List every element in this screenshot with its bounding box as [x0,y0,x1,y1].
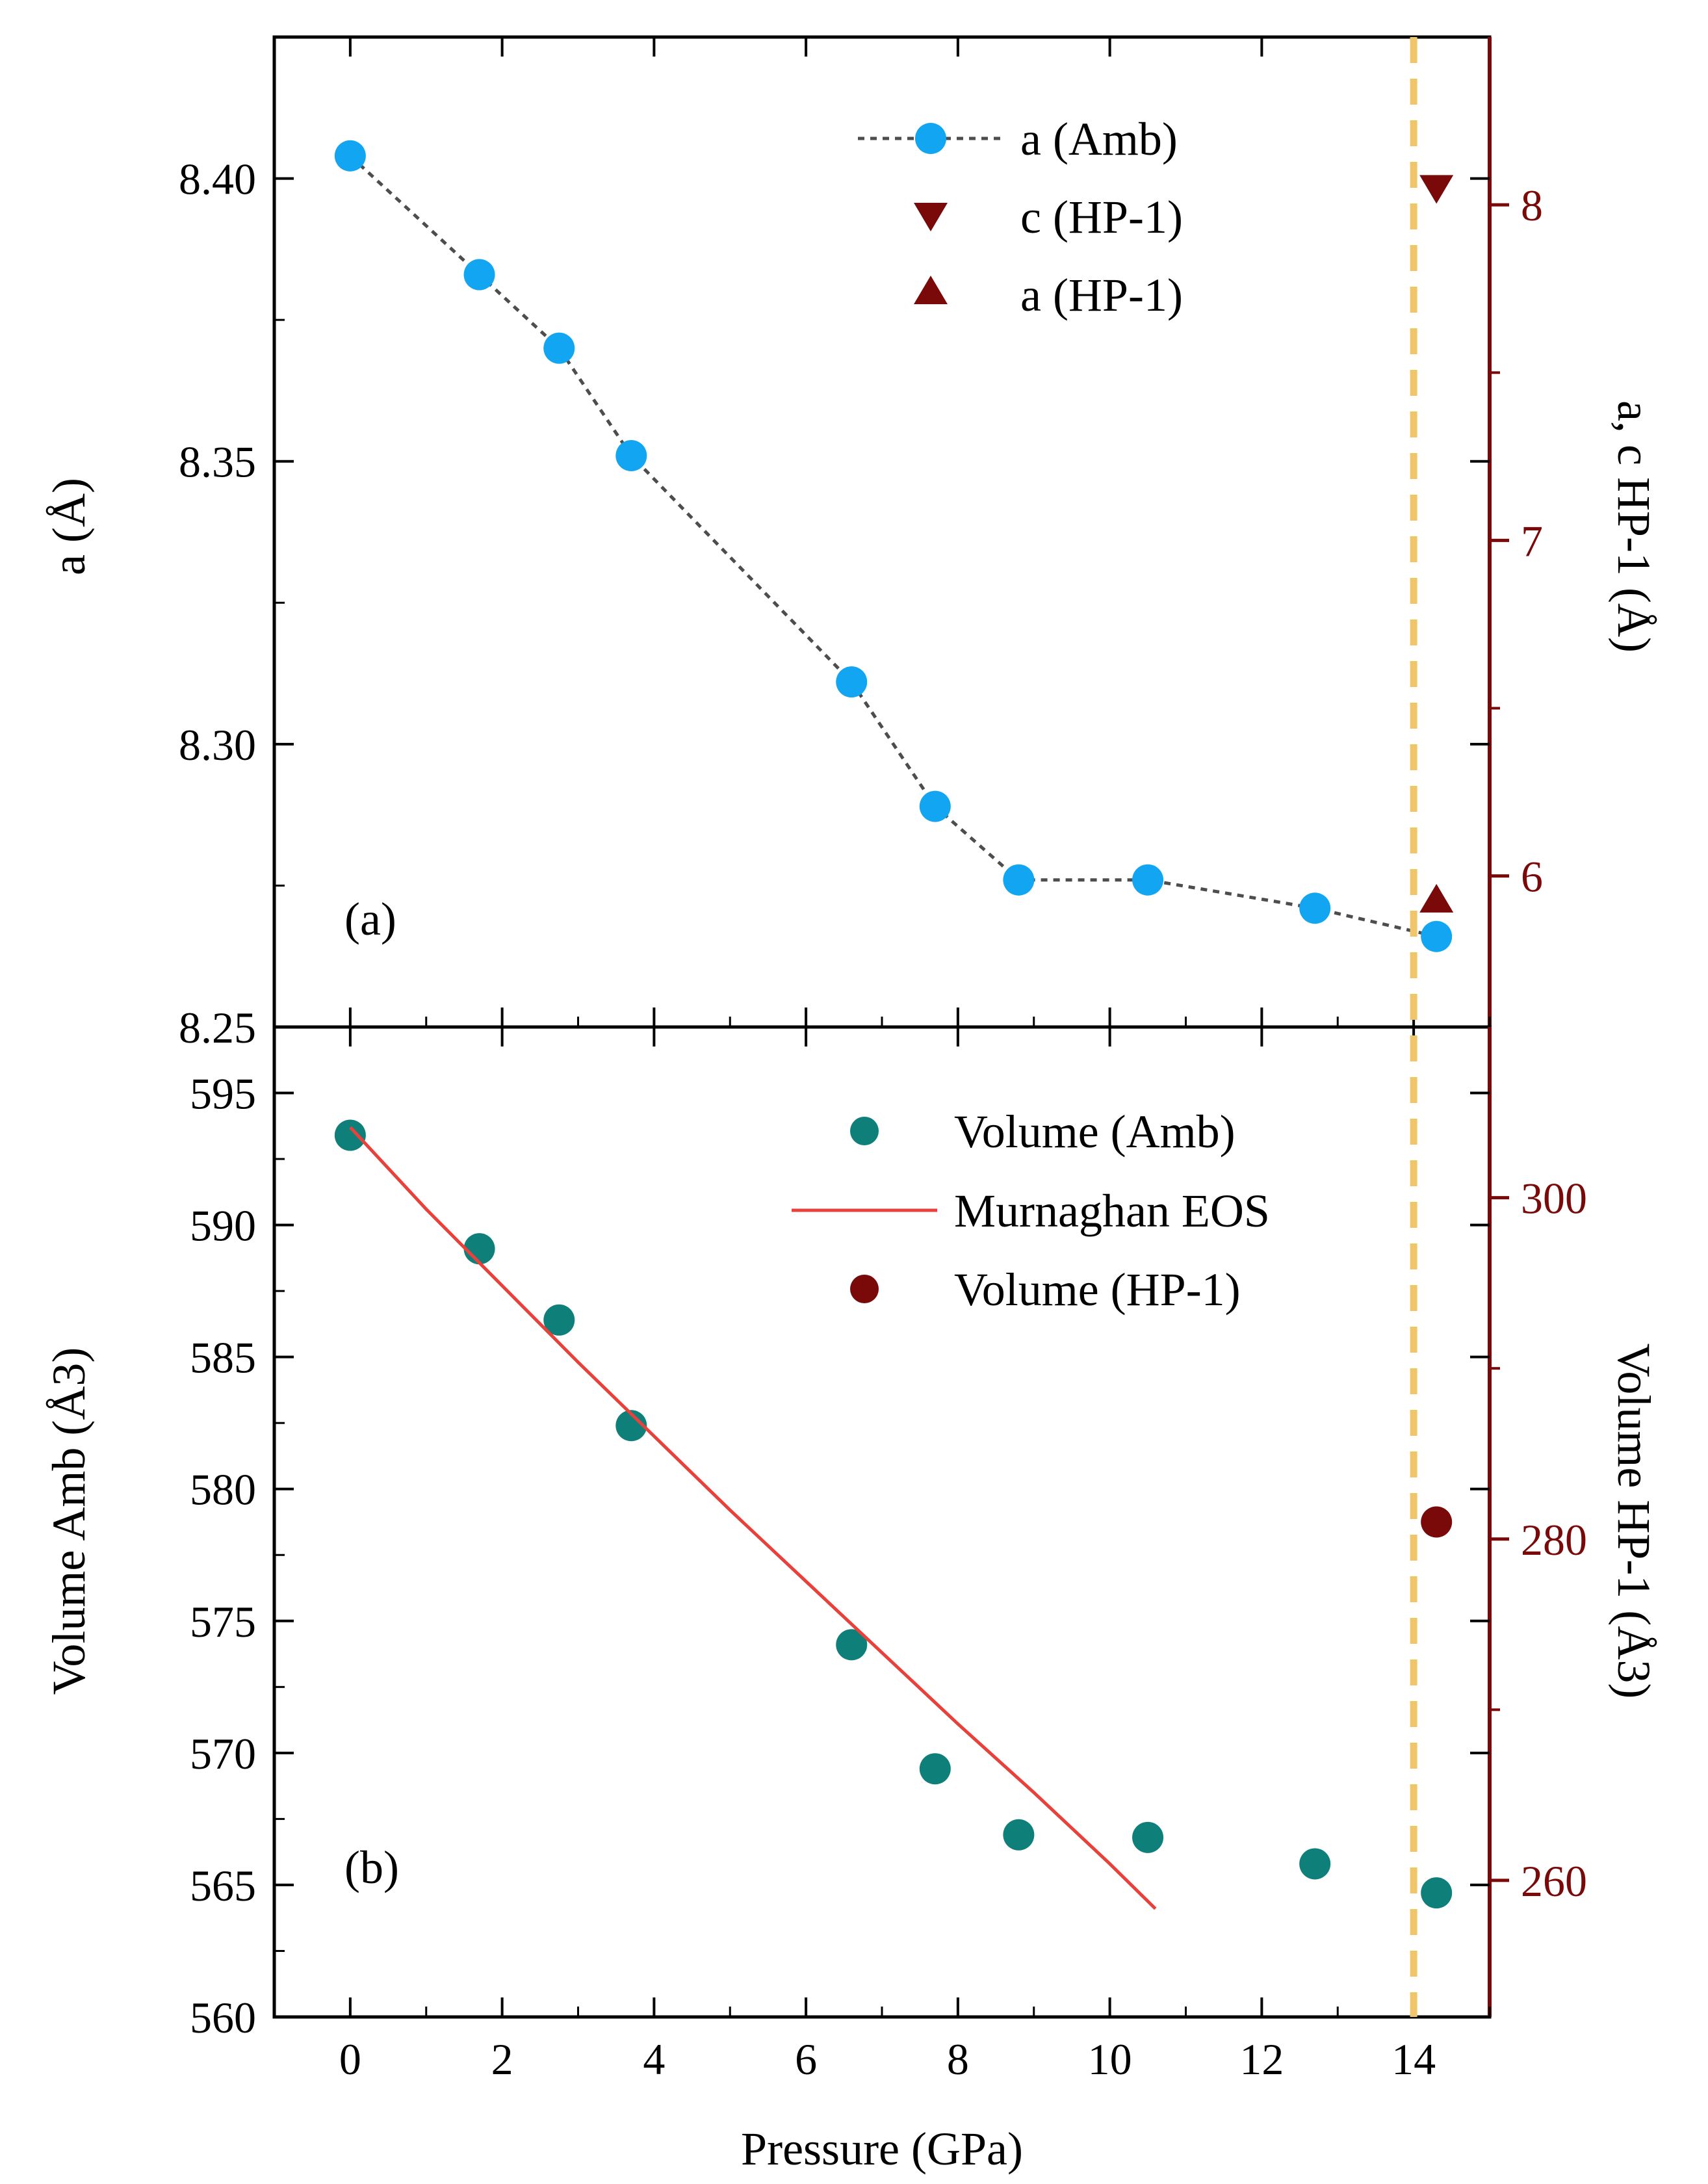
panel-b: 0 2 4 6 8 10 12 14 560 565 570 575 580 585 590 595 260… [43,1025,1660,2084]
data-point-c-hp-1 [1419,175,1454,204]
y-tick-label: 8.40 [179,155,256,204]
x-tick-label: 0 [339,2034,361,2084]
panel-a-series [334,140,1454,952]
data-point-a-amb [543,332,575,364]
data-point-a-amb [836,666,868,698]
panel-b-label: (b) [344,1841,399,1893]
x-tick-label: 14 [1391,2034,1436,2084]
data-point-volume-amb [334,1119,366,1151]
data-point-a-hp-1 [1419,883,1454,913]
data-point-a-amb [1132,864,1164,896]
data-point-a-amb [919,790,951,822]
y-tick-label: 570 [190,1729,256,1778]
panel-b-x-ticks: 0 2 4 6 8 10 12 14 [273,1027,1491,2084]
data-point-a-amb [334,140,366,172]
panel-a-frame [272,35,1492,1029]
data-point-volume-amb [1421,1877,1453,1909]
legend-label-a-hp1: a (HP-1) [1020,269,1183,321]
panel-a-y-title: a (Å) [43,478,95,575]
legend-label-c-hp1: c (HP-1) [1020,191,1183,243]
series-line-a-amb [349,154,1437,939]
y-right-tick-label: 300 [1521,1174,1587,1223]
data-point-a-amb [463,259,495,291]
data-point-volume-amb [463,1233,495,1265]
legend-marker-volume-amb [850,1117,879,1145]
panel-b-right-y-ticks: 260 280 300 [1490,1174,1587,1906]
data-point-a-amb [1003,864,1035,896]
data-point-volume-amb [615,1410,647,1442]
legend-label-murnaghan-eos: Murnaghan EOS [954,1185,1270,1237]
y-tick-label: 8.25 [179,1003,256,1052]
data-point-volume-amb [1132,1821,1164,1853]
panel-a-x-ticks [273,37,1491,1027]
legend-marker-c-hp1 [914,203,948,231]
y-right-tick-label: 8 [1521,181,1543,230]
x-tick-label: 2 [491,2034,513,2084]
panel-b-series [334,1119,1453,1910]
x-tick-label: 8 [947,2034,969,2084]
panel-a-label: (a) [344,893,396,945]
data-point-volume-amb [1003,1819,1035,1851]
y-tick-label: 585 [190,1333,256,1383]
panel-a-right-y-ticks: 6 7 8 [1490,181,1543,902]
x-tick-label: 4 [643,2034,665,2084]
data-point-volume-amb [919,1753,951,1785]
legend-label-a-amb: a (Amb) [1020,113,1178,165]
x-tick-label: 6 [795,2034,817,2084]
data-point-volume-amb [543,1304,575,1336]
legend-label-volume-hp1: Volume (HP-1) [954,1264,1241,1316]
panel-a: 8.25 8.30 8.35 8.40 6 7 8 (a) a (Å) a, c HP-1… [43,35,1660,1052]
legend-marker-volume-hp1 [850,1275,879,1303]
legend-marker-a-amb [915,123,946,154]
panel-b-y-title: Volume Amb (Å3) [43,1347,95,1695]
y-right-tick-label: 260 [1521,1856,1587,1906]
panel-b-y-ticks: 560 565 570 575 580 585 590 595 [190,1069,1490,2042]
panel-b-right-y-title: Volume HP-1 (Å3) [1608,1344,1660,1699]
y-tick-label: 565 [190,1861,256,1910]
x-tick-label: 12 [1239,2034,1284,2084]
x-axis-title: Pressure (GPa) [741,2123,1023,2175]
data-point-a-amb [1421,920,1453,952]
data-point-volume-hp-1 [1421,1506,1453,1538]
series-line-murnaghan-eos [349,1126,1157,1910]
y-tick-label: 595 [190,1069,256,1119]
y-tick-label: 8.35 [179,437,256,487]
y-tick-label: 580 [190,1465,256,1514]
panel-b-legend: Volume (Amb) Murnaghan EOS Volume (HP-1) [792,1106,1270,1316]
y-tick-label: 590 [190,1201,256,1251]
data-point-volume-amb [836,1629,868,1661]
panel-a-y-ticks: 8.25 8.30 8.35 8.40 [179,155,1490,1052]
data-point-volume-amb [1299,1848,1331,1880]
x-tick-label: 10 [1088,2034,1132,2084]
legend-marker-a-hp1 [914,276,948,304]
y-tick-label: 575 [190,1597,256,1646]
legend-label-volume-amb: Volume (Amb) [954,1106,1236,1158]
y-right-tick-label: 280 [1521,1515,1587,1565]
data-point-a-amb [615,440,647,472]
y-tick-label: 560 [190,1993,256,2042]
y-right-tick-label: 6 [1521,852,1543,902]
panel-a-right-y-title: a, c HP-1 (Å) [1608,400,1660,653]
y-right-tick-label: 7 [1521,516,1543,566]
panel-a-legend: a (Amb) c (HP-1) a (HP-1) [858,113,1183,321]
y-tick-label: 8.30 [179,720,256,770]
data-point-a-amb [1299,892,1331,924]
